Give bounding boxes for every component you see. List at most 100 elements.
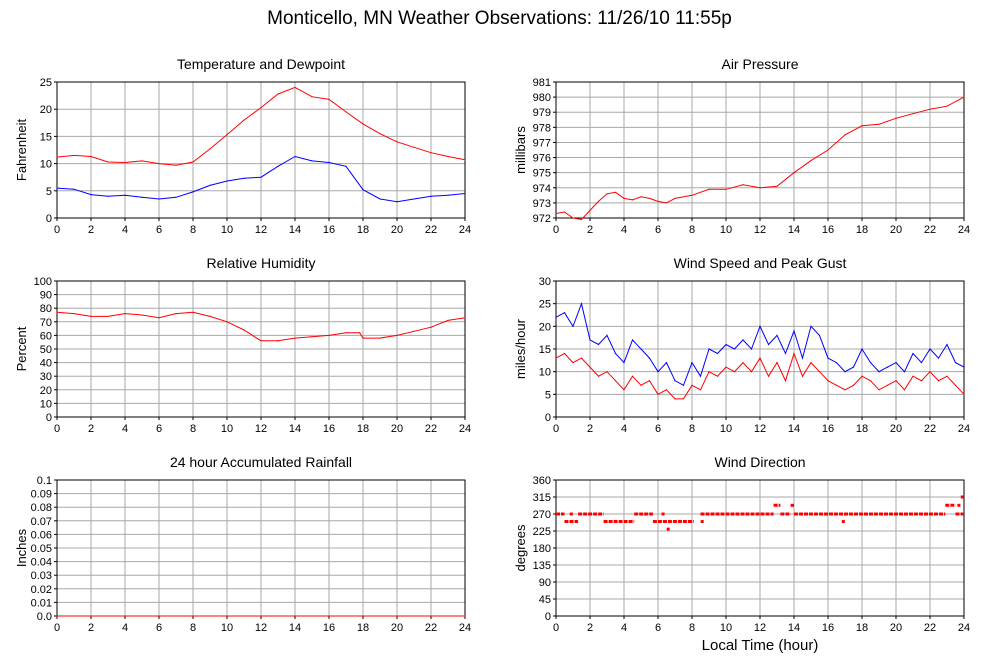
- data-point: [869, 380, 872, 382]
- data-point: [699, 389, 702, 391]
- x-tick-label: 14: [289, 224, 301, 236]
- data-point: [759, 325, 761, 327]
- data-point: [614, 191, 617, 193]
- data-point: [158, 163, 160, 165]
- data-point: [413, 330, 415, 332]
- data-point: [759, 357, 761, 359]
- data-point: [430, 195, 432, 197]
- data-point: [345, 111, 347, 113]
- data-point: [784, 380, 787, 382]
- y-axis-label: millibars: [513, 126, 528, 174]
- data-point: [810, 159, 812, 162]
- y-tick-label: 0.06: [31, 529, 52, 541]
- data-point: [226, 134, 228, 136]
- x-tick-label: 4: [621, 622, 627, 634]
- data-point: [835, 384, 838, 386]
- data-point: [359, 332, 361, 334]
- data-point: [379, 198, 381, 200]
- y-tick-label: 270: [533, 509, 551, 521]
- x-tick-label: 20: [890, 622, 902, 634]
- x-tick-label: 16: [323, 622, 335, 634]
- x-tick-label: 4: [621, 423, 627, 435]
- chart-title: Air Pressure: [721, 56, 798, 72]
- y-tick-label: 0: [545, 611, 551, 623]
- data-point: [827, 380, 829, 382]
- data-point: [750, 348, 753, 350]
- data-point: [648, 380, 651, 382]
- y-tick-label: 30: [539, 276, 551, 288]
- data-point: [447, 155, 449, 158]
- y-tick-label: 50: [40, 344, 52, 356]
- data-point: [614, 380, 617, 382]
- data-point: [674, 380, 676, 382]
- x-tick-label: 12: [255, 622, 267, 634]
- data-point: [572, 325, 574, 327]
- x-tick-label: 20: [391, 224, 403, 236]
- data-point: [175, 313, 177, 315]
- x-tick-label: 16: [822, 423, 834, 435]
- data-point: [946, 105, 948, 107]
- data-point: [396, 201, 398, 203]
- data-point: [563, 312, 566, 314]
- x-tick-label: 16: [323, 224, 335, 236]
- data-point: [937, 380, 940, 382]
- data-point: [912, 375, 914, 377]
- y-tick-label: 981: [533, 77, 551, 89]
- data-point: [631, 199, 634, 201]
- data-point: [396, 334, 398, 336]
- data-point: [56, 187, 58, 189]
- x-tick-label: 20: [391, 622, 403, 634]
- data-point: [464, 159, 466, 161]
- data-point: [589, 209, 591, 212]
- x-tick-label: 2: [587, 423, 593, 435]
- y-tick-label: 0.0: [37, 611, 52, 623]
- data-point: [963, 96, 965, 98]
- y-tick-label: 0.08: [31, 502, 52, 514]
- data-point: [631, 375, 634, 377]
- x-tick-label: 2: [587, 622, 593, 634]
- data-point: [640, 196, 642, 198]
- data-point: [946, 375, 948, 377]
- y-tick-label: 225: [533, 526, 551, 538]
- x-tick-label: 14: [289, 622, 301, 634]
- x-tick-label: 24: [958, 224, 970, 236]
- y-tick-label: 20: [40, 104, 52, 116]
- data-point: [657, 393, 659, 395]
- y-tick-label: 100: [34, 276, 52, 288]
- y-tick-label: 0.07: [31, 516, 52, 528]
- x-tick-label: 14: [788, 622, 800, 634]
- data-point: [963, 393, 965, 395]
- y-tick-label: 974: [533, 183, 551, 195]
- y-tick-label: 10: [40, 159, 52, 171]
- data-point: [447, 194, 449, 196]
- x-tick-label: 0: [54, 224, 60, 236]
- data-point: [725, 188, 727, 190]
- data-point: [861, 125, 863, 127]
- y-axis-label: degrees: [513, 524, 528, 571]
- x-tick-label: 16: [822, 622, 834, 634]
- y-tick-label: 0.05: [31, 543, 52, 555]
- data-point: [294, 86, 296, 89]
- data-point: [141, 314, 143, 316]
- data-point: [640, 348, 642, 350]
- y-tick-label: 979: [533, 107, 551, 119]
- data-point: [903, 371, 906, 373]
- data-point: [90, 194, 92, 196]
- data-point: [954, 362, 957, 364]
- data-point: [963, 366, 965, 368]
- x-tick-label: 18: [856, 622, 868, 634]
- data-point: [742, 184, 744, 186]
- data-point: [328, 161, 330, 164]
- y-tick-label: 25: [539, 299, 551, 311]
- series-line-0: [56, 311, 466, 342]
- data-point: [946, 343, 948, 346]
- data-point: [895, 117, 897, 119]
- data-point: [895, 380, 897, 382]
- data-point: [141, 196, 143, 198]
- y-tick-label: 15: [40, 131, 52, 143]
- y-tick-label: 978: [533, 122, 551, 134]
- x-tick-label: 22: [425, 622, 437, 634]
- x-tick-label: 22: [924, 622, 936, 634]
- data-point: [835, 362, 838, 364]
